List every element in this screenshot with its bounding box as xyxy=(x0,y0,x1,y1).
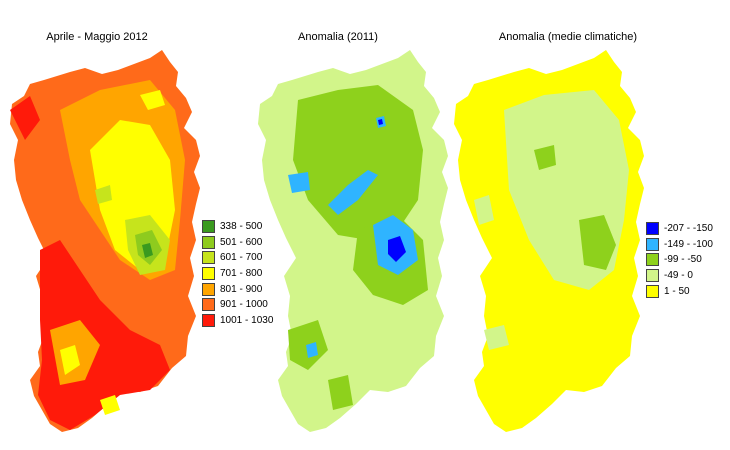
legend-swatch xyxy=(646,237,659,251)
map-sardinia-anomalia-2011 xyxy=(258,50,448,432)
legend-label: 501 - 600 xyxy=(220,236,263,248)
legend-item: 338 - 500 xyxy=(202,219,273,235)
legend-label: -99 - -50 xyxy=(664,254,702,266)
legend-item: 701 - 800 xyxy=(202,266,273,282)
legend-item: -149 - -100 xyxy=(646,237,713,253)
legend-label: 1001 - 1030 xyxy=(220,314,274,326)
legend-item: 901 - 1000 xyxy=(202,297,273,313)
legend-label: -49 - 0 xyxy=(664,270,693,282)
legend-label: 701 - 800 xyxy=(220,268,263,280)
map-title-anomalia-2011: Anomalia (2011) xyxy=(298,31,378,43)
legend-item: -207 - -150 xyxy=(646,221,713,237)
legend-item: 1 - 50 xyxy=(646,283,713,299)
legend-swatch xyxy=(646,253,659,267)
map-title-anomalia-medie: Anomalia (medie climatiche) xyxy=(498,31,638,43)
legend-aprile-maggio: 338 - 500 501 - 600 601 - 700 701 - 800 … xyxy=(202,219,273,328)
legend-item: -49 - 0 xyxy=(646,268,713,284)
legend-anomalia-medie: -207 - -150 -149 - -100 -99 - -50 -49 - … xyxy=(646,221,713,299)
legend-label: -149 - -100 xyxy=(664,238,713,250)
legend-label: 601 - 700 xyxy=(220,252,263,264)
legend-item: 1001 - 1030 xyxy=(202,313,273,329)
legend-swatch xyxy=(202,251,215,265)
legend-swatch xyxy=(202,298,215,312)
legend-label: 338 - 500 xyxy=(220,221,263,233)
legend-swatch xyxy=(202,282,215,296)
legend-swatch xyxy=(202,313,215,327)
legend-item: 801 - 900 xyxy=(202,281,273,297)
legend-swatch xyxy=(646,269,659,283)
legend-swatch xyxy=(646,222,659,236)
map-sardinia-anomalia-medie xyxy=(454,50,644,432)
legend-swatch xyxy=(202,235,215,249)
legend-item: 601 - 700 xyxy=(202,250,273,266)
map-sardinia-aprile-maggio xyxy=(10,50,200,432)
legend-swatch xyxy=(202,220,215,234)
legend-swatch xyxy=(646,284,659,298)
legend-label: 901 - 1000 xyxy=(220,299,268,311)
legend-label: -207 - -150 xyxy=(664,223,713,235)
legend-item: 501 - 600 xyxy=(202,235,273,251)
legend-item: -99 - -50 xyxy=(646,252,713,268)
map-title-aprile-maggio: Aprile - Maggio 2012 xyxy=(46,31,148,43)
legend-label: 1 - 50 xyxy=(664,285,690,297)
legend-swatch xyxy=(202,267,215,281)
legend-label: 801 - 900 xyxy=(220,283,263,295)
